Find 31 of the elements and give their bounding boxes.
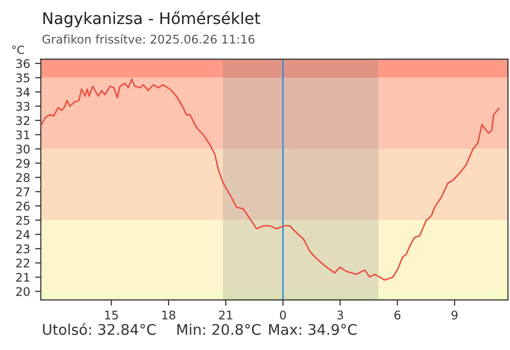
line-series xyxy=(40,78,500,281)
y-tick-label: 34 xyxy=(16,88,30,97)
x-tick-label: 6 xyxy=(394,310,400,320)
y-tick-label: 29 xyxy=(16,158,30,168)
x-tick-label: 15 xyxy=(105,310,118,320)
x-tick-label: 21 xyxy=(219,310,232,320)
x-tick-label: 18 xyxy=(162,310,176,320)
y-tick-label: 26 xyxy=(16,202,30,211)
y-tick-label: 32 xyxy=(16,116,30,126)
y-tick-label: 33 xyxy=(16,102,30,111)
y-tick-label: 35 xyxy=(16,73,30,82)
y-tick-label: 21 xyxy=(16,272,30,282)
y-tick-label: 20 xyxy=(16,287,30,296)
x-tick-label: 9 xyxy=(452,310,458,320)
y-tick-label: 36 xyxy=(16,59,30,68)
x-tick-label: 0 xyxy=(280,310,286,320)
y-tick-label: 27 xyxy=(16,187,30,196)
x-tick-label: 3 xyxy=(337,310,343,320)
text: Min: 20.8°C xyxy=(177,324,261,335)
y-tick-label: 28 xyxy=(16,173,30,182)
y-axis-title: °C xyxy=(12,46,24,54)
y-tick-label: 25 xyxy=(16,216,30,225)
text: Max: 34.9°C xyxy=(269,324,357,335)
y-tick-label: 31 xyxy=(16,130,30,140)
y-tick-label: 23 xyxy=(16,244,30,254)
y-tick-label: 22 xyxy=(16,258,30,268)
y-tick-label: 24 xyxy=(16,230,30,239)
y-tick-label: 30 xyxy=(16,144,30,154)
text: Utolsó: 32.84°C xyxy=(43,323,156,335)
chart-title: Nagykanizsa - Hőmérséklet xyxy=(43,11,260,28)
chart-subtitle: Grafikon frissítve: 2025.06.26 11:16 xyxy=(42,34,254,44)
